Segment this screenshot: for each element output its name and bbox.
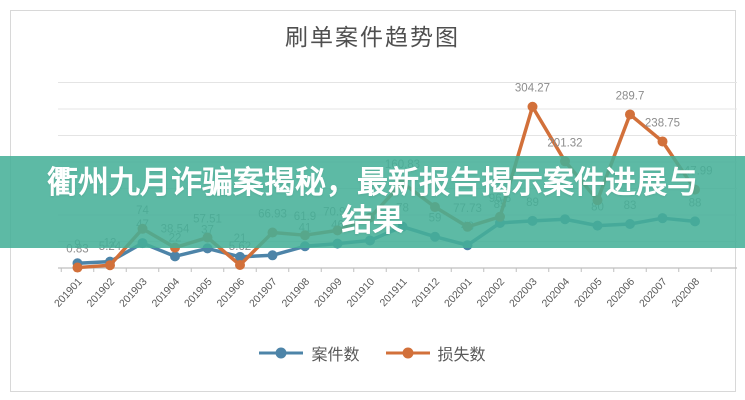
headline-text: 衢州九月诈骗案揭秘，最新报告揭示案件进展与结果 xyxy=(47,165,698,238)
x-axis-label: 201901 xyxy=(52,276,85,310)
data-point xyxy=(105,260,115,271)
x-axis-label: 201904 xyxy=(150,276,183,310)
data-point xyxy=(235,251,245,262)
data-point xyxy=(657,136,668,147)
x-axis-label: 201907 xyxy=(247,276,280,310)
x-axis-label: 201905 xyxy=(182,276,215,310)
data-label: 238.75 xyxy=(645,117,680,129)
x-axis-label: 202001 xyxy=(442,276,475,310)
x-axis-label: 202004 xyxy=(540,276,573,310)
x-axis-label: 202005 xyxy=(572,276,605,310)
x-axis-label: 202007 xyxy=(637,276,670,310)
data-label: 304.27 xyxy=(515,83,550,95)
x-axis-label: 202006 xyxy=(605,276,638,310)
chart-legend: 案件数 损失数 xyxy=(0,340,745,366)
data-label: 201.32 xyxy=(547,137,582,149)
data-point xyxy=(72,262,83,273)
x-axis-label: 202008 xyxy=(670,276,703,310)
x-axis-label: 202003 xyxy=(507,276,540,310)
x-axis-label: 201902 xyxy=(85,276,118,310)
legend-label-cases: 案件数 xyxy=(311,347,360,364)
data-point xyxy=(267,250,278,261)
legend-item-loss: 损失数 xyxy=(385,341,486,365)
x-axis-label: 202002 xyxy=(475,276,508,310)
x-axis-label: 201906 xyxy=(215,276,248,310)
cases-line-icon xyxy=(259,347,304,359)
data-label: 289.7 xyxy=(616,90,645,102)
data-point xyxy=(625,109,635,120)
x-axis-label: 201908 xyxy=(280,276,313,310)
legend-item-cases: 案件数 xyxy=(259,341,360,365)
x-axis-label: 201909 xyxy=(312,276,345,310)
loss-line-icon xyxy=(385,347,430,359)
data-point xyxy=(235,260,245,271)
data-point xyxy=(170,251,180,262)
x-axis-label: 201903 xyxy=(117,276,150,310)
x-axis-label: 201910 xyxy=(345,276,378,310)
legend-label-loss: 损失数 xyxy=(437,347,486,364)
x-axis-label: 201911 xyxy=(378,276,410,309)
data-point xyxy=(527,101,538,112)
x-axis-label: 201912 xyxy=(410,276,443,310)
headline-banner: 衢州九月诈骗案揭秘，最新报告揭示案件进展与结果 xyxy=(0,156,745,248)
chart-title: 刷单案件趋势图 xyxy=(285,24,460,50)
